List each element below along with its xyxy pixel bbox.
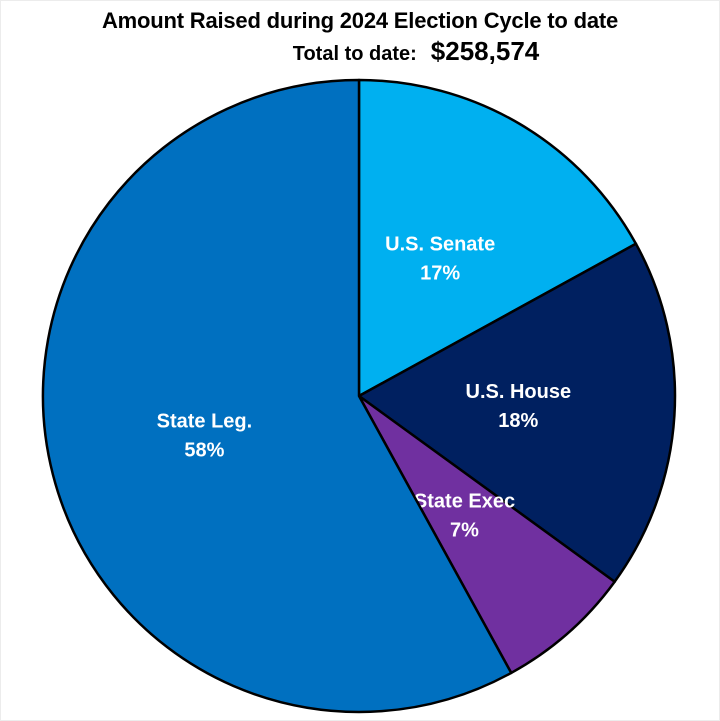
total-to-date-label: Total to date: — [292, 43, 417, 65]
pie-slice-pct-state-leg: 58% — [184, 440, 224, 462]
pie-slice-pct-u-s-house: 18% — [498, 410, 538, 432]
pie-slice-label-state-leg: State Leg. — [157, 411, 253, 433]
total-to-date-value: $258,574 — [430, 36, 540, 66]
pie-slice-label-u-s-senate: U.S. Senate — [385, 234, 495, 256]
pie-slice-label-u-s-house: U.S. House — [466, 381, 572, 403]
chart-title-block: Amount Raised during 2024 Election Cycle… — [0, 8, 720, 67]
chart-subtitle: Total to date: $258,574 — [56, 36, 720, 67]
pie-slice-u-s-senate — [357, 78, 638, 398]
chart-title: Amount Raised during 2024 Election Cycle… — [101, 8, 619, 33]
pie-slice-pct-state-exec: 7% — [450, 520, 479, 542]
pie-slice-state-leg — [41, 78, 513, 714]
pie-slice-state-exec — [357, 394, 616, 675]
pie-slice-label-state-exec: State Exec — [414, 491, 515, 513]
pie-slice-pct-u-s-senate: 17% — [420, 263, 460, 285]
pie-slice-u-s-house — [357, 242, 677, 583]
